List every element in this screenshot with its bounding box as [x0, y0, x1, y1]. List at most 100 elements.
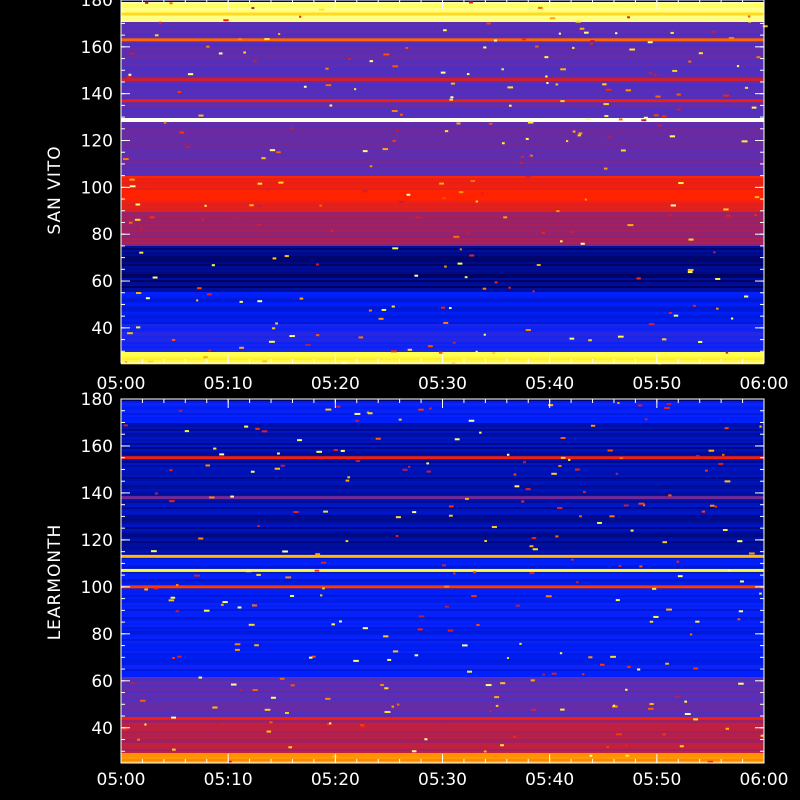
rfi-speckle: [124, 361, 128, 364]
spectrum-row: [121, 697, 764, 700]
rfi-speckle: [560, 68, 567, 71]
rfi-speckle: [762, 25, 768, 28]
y-tick-label: 40: [91, 719, 113, 739]
rfi-speckle: [239, 688, 243, 691]
rfi-speckle: [529, 572, 535, 575]
spectrum-row: [121, 629, 764, 632]
spectrum-row: [121, 298, 764, 301]
spectrum-row: [121, 268, 764, 271]
rfi-speckle: [453, 235, 460, 238]
rfi-speckle: [637, 404, 643, 407]
rfi-speckle: [566, 140, 569, 143]
spectrum-row: [121, 639, 764, 642]
rfi-speckle: [615, 599, 620, 602]
spectrum-row: [121, 745, 764, 748]
rfi-speckle: [662, 541, 668, 544]
rfi-speckle: [693, 718, 699, 721]
rfi-speckle: [541, 231, 545, 234]
spectrum-row: [121, 549, 764, 552]
spectrum-row: [121, 443, 764, 446]
rfi-speckle: [170, 596, 176, 599]
spectrum-row: [121, 148, 764, 151]
rfi-speckle: [523, 461, 526, 464]
spectrum-row: [121, 88, 764, 91]
rfi-speckle: [525, 175, 532, 178]
rfi-speckle: [440, 306, 446, 309]
rfi-speckle: [234, 643, 241, 646]
rfi-speckle: [506, 453, 510, 456]
rfi-speckle: [559, 652, 563, 655]
spectrum-row: [121, 224, 764, 227]
rfi-speckle: [450, 82, 455, 85]
rfi-speckle: [514, 485, 520, 488]
rfi-speckle: [438, 351, 443, 354]
rfi-speckle: [707, 760, 714, 763]
rfi-speckle: [153, 587, 159, 590]
rfi-speckle: [355, 419, 360, 422]
rfi-speckle: [261, 157, 266, 160]
spectrum-row: [121, 711, 764, 714]
rfi-speckle: [716, 307, 719, 310]
emission-line: [121, 12, 764, 16]
rfi-speckle: [713, 251, 716, 254]
rfi-speckle: [314, 569, 320, 572]
rfi-speckle: [261, 430, 268, 433]
rfi-speckle: [714, 505, 718, 508]
rfi-speckle: [266, 188, 269, 191]
spectrum-row: [121, 705, 764, 708]
spectrum-row: [121, 136, 764, 139]
rfi-speckle: [662, 733, 666, 736]
rfi-speckle: [705, 469, 708, 472]
rfi-speckle: [641, 119, 647, 122]
spectrum-row: [121, 80, 764, 83]
spectrum-row: [121, 503, 764, 506]
rfi-speckle: [582, 673, 585, 676]
x-tick-label: 05:50: [632, 770, 681, 790]
rfi-speckle: [725, 351, 729, 354]
spectrum-row: [121, 334, 764, 337]
spectrum-row: [121, 577, 764, 580]
rfi-speckle: [449, 98, 453, 101]
rfi-speckle: [556, 506, 563, 509]
rfi-speckle: [417, 628, 423, 631]
rfi-speckle: [583, 31, 589, 34]
rfi-speckle: [584, 198, 587, 201]
spectrum-row: [121, 619, 764, 622]
rfi-speckle: [665, 662, 669, 665]
rfi-speckle: [456, 122, 461, 125]
spectrum-row: [121, 270, 764, 273]
x-tick-label: 06:00: [740, 374, 789, 394]
rfi-speckle: [218, 52, 223, 55]
rfi-speckle: [494, 281, 498, 284]
rfi-speckle: [619, 457, 624, 460]
rfi-speckle: [728, 37, 735, 40]
spectrum-row: [121, 110, 764, 113]
x-tick-label: 05:00: [97, 770, 146, 790]
rfi-speckle: [627, 665, 631, 668]
emission-line: [121, 38, 764, 42]
spectrum-row: [121, 342, 764, 345]
spectrum-row: [121, 56, 764, 59]
spectrum-row: [121, 8, 764, 11]
rfi-speckle: [471, 595, 477, 598]
rfi-speckle: [689, 633, 693, 636]
spectrum-row: [121, 54, 764, 57]
rfi-speckle: [488, 122, 493, 125]
rfi-speckle: [319, 204, 323, 207]
spectrum-row: [121, 248, 764, 251]
rfi-speckle: [696, 455, 700, 458]
spectrum-row: [121, 196, 764, 199]
spectrum-row: [121, 637, 764, 640]
spectrum-row: [121, 541, 764, 544]
rfi-speckle: [476, 623, 480, 626]
rfi-speckle: [485, 684, 492, 687]
rfi-speckle: [580, 242, 585, 245]
spectrum-row: [121, 507, 764, 510]
spectrum-row: [121, 42, 764, 45]
spectrum-row: [121, 92, 764, 95]
spectrum-row: [121, 50, 764, 53]
spectrum-row: [121, 525, 764, 528]
spectrum-row: [121, 226, 764, 229]
spectrum-row: [121, 244, 764, 247]
spectrum-row: [121, 194, 764, 197]
